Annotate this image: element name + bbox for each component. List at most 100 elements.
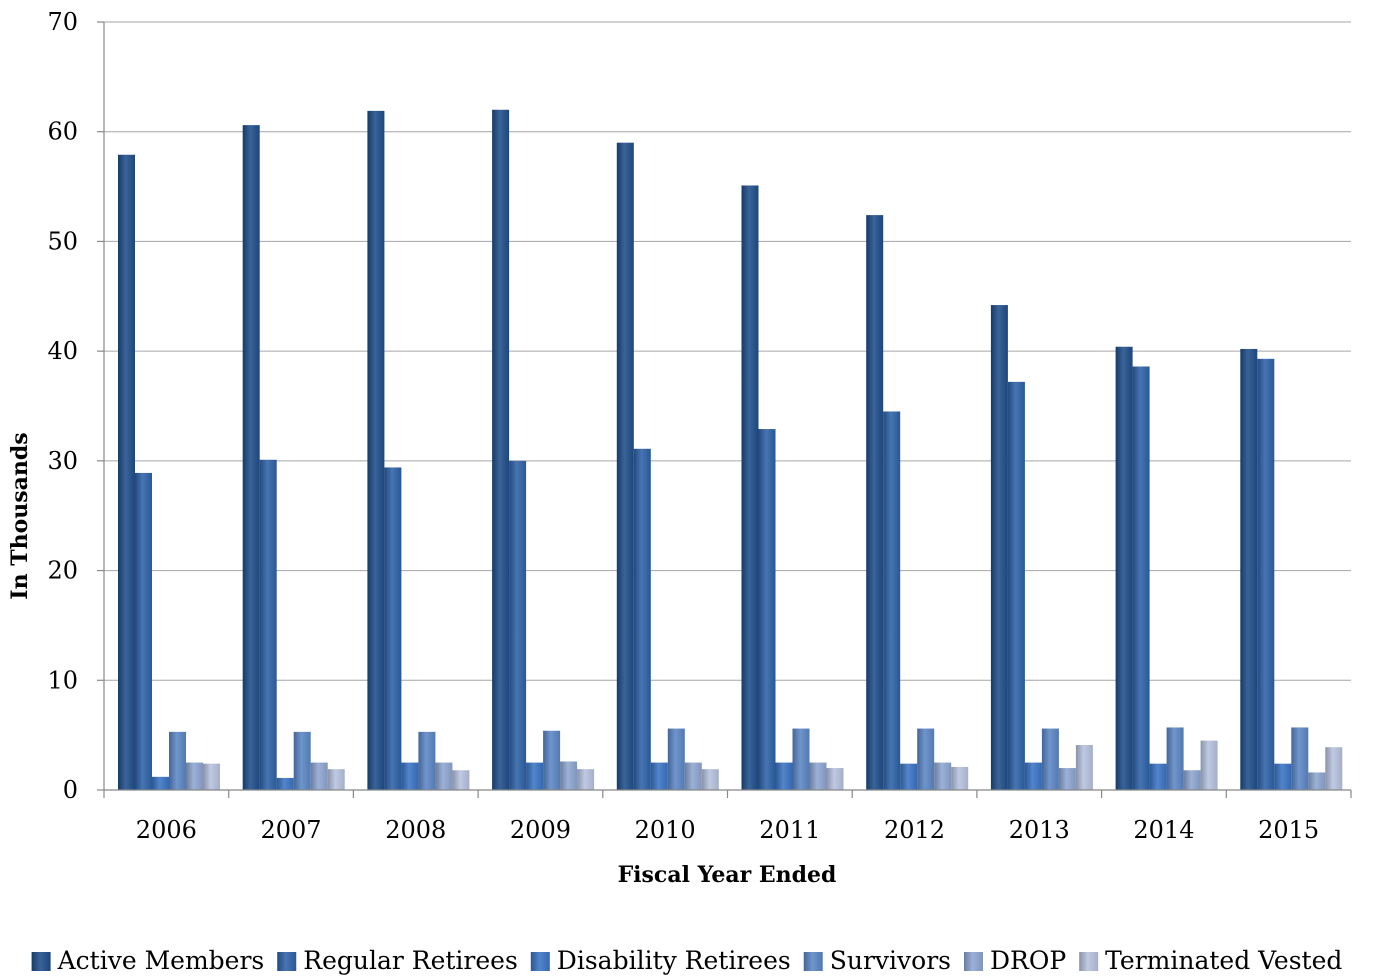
legend-label: Disability Retirees [557,946,791,975]
bar [276,777,294,790]
bar [135,472,152,790]
bar [1183,770,1201,790]
legend-swatch [277,952,297,971]
bar [1274,763,1292,790]
legend-swatch [1079,952,1099,971]
legend-item: Disability Retirees [530,946,791,975]
bar [684,762,702,790]
x-tick-label: 2009 [510,816,571,844]
bar [1240,348,1258,790]
bars [118,109,1343,791]
x-tick-label: 2013 [1009,816,1070,844]
y-tick-label: 70 [47,8,78,36]
bar [169,731,186,790]
bar [1058,768,1076,790]
bar [792,728,810,790]
bar [667,728,685,790]
bar [259,459,277,790]
y-tick-label: 10 [47,666,78,694]
bar [293,731,311,790]
bar [826,768,844,790]
y-tick-labels: 0 10 20 30 40 50 60 70 [47,8,78,804]
bar [1132,366,1150,790]
x-tick-label: 2012 [884,816,945,844]
bar [758,429,776,790]
bar [1166,727,1184,790]
legend-label: Survivors [830,946,951,975]
bar [560,761,578,790]
bar [509,460,527,790]
legend-label: Regular Retirees [303,946,518,975]
gridlines [104,21,1351,681]
x-tick-label: 2006 [136,816,197,844]
y-tick-label: 40 [47,337,78,365]
bar [1200,740,1218,790]
bar [866,215,884,790]
legend-item: Terminated Vested [1079,946,1342,975]
y-tick-label: 20 [47,557,78,585]
legend-item: Survivors [803,946,951,975]
x-tick-label: 2007 [261,816,322,844]
bar [543,730,561,790]
bar [990,305,1008,790]
legend-swatch [803,952,823,971]
bar [242,125,260,791]
legend-label: Terminated Vested [1105,946,1342,975]
bar [809,762,827,790]
bar [1308,772,1326,790]
x-axis-title: Fiscal Year Ended [618,862,837,888]
bar [1291,727,1309,790]
bar [1257,358,1275,790]
bar [741,185,759,790]
x-tick-label: 2015 [1258,816,1319,844]
bar [327,769,345,790]
bar [883,411,901,790]
bar [1024,762,1042,790]
legend-label: DROP [990,946,1066,975]
bar [152,776,169,790]
bar [118,154,135,791]
bar [310,762,328,790]
bar [633,448,651,790]
y-tick-label: 0 [63,776,78,804]
axes [97,21,1352,798]
bar [616,142,634,790]
bar [367,110,385,790]
x-tick-label: 2010 [635,816,696,844]
bar [1115,346,1133,790]
legend-swatch [963,952,983,971]
bar [203,763,220,790]
legend-label: Active Members [57,946,265,975]
x-tick-labels: 2006 2007 2008 2009 2010 2011 2012 2013 2014 2015 [136,816,1319,844]
bar [1325,747,1343,790]
bar [418,731,436,790]
bar [917,728,935,790]
legend-swatch [31,952,51,971]
bar [1075,745,1093,790]
legend-item: DROP [963,946,1066,975]
bar [526,762,544,790]
bar [775,762,793,790]
y-tick-label: 50 [47,227,78,255]
bar [492,109,510,791]
bar [650,762,668,790]
bar [401,762,419,790]
bar [951,766,969,790]
bar [577,769,595,790]
bar [701,769,719,790]
bar [452,770,470,790]
x-tick-label: 2014 [1133,816,1194,844]
y-tick-label: 60 [47,118,78,146]
legend-item: Active Members [31,946,265,975]
y-axis-title: In Thousands [7,432,33,599]
bar [186,762,203,790]
x-tick-label: 2008 [385,816,446,844]
bar [1007,381,1025,790]
bar [1041,728,1059,790]
legend: Active Members Regular Retirees Disability… [31,946,1342,975]
bar [900,763,918,790]
x-tick-label: 2011 [759,816,820,844]
bar [384,467,402,790]
bar [934,762,952,790]
